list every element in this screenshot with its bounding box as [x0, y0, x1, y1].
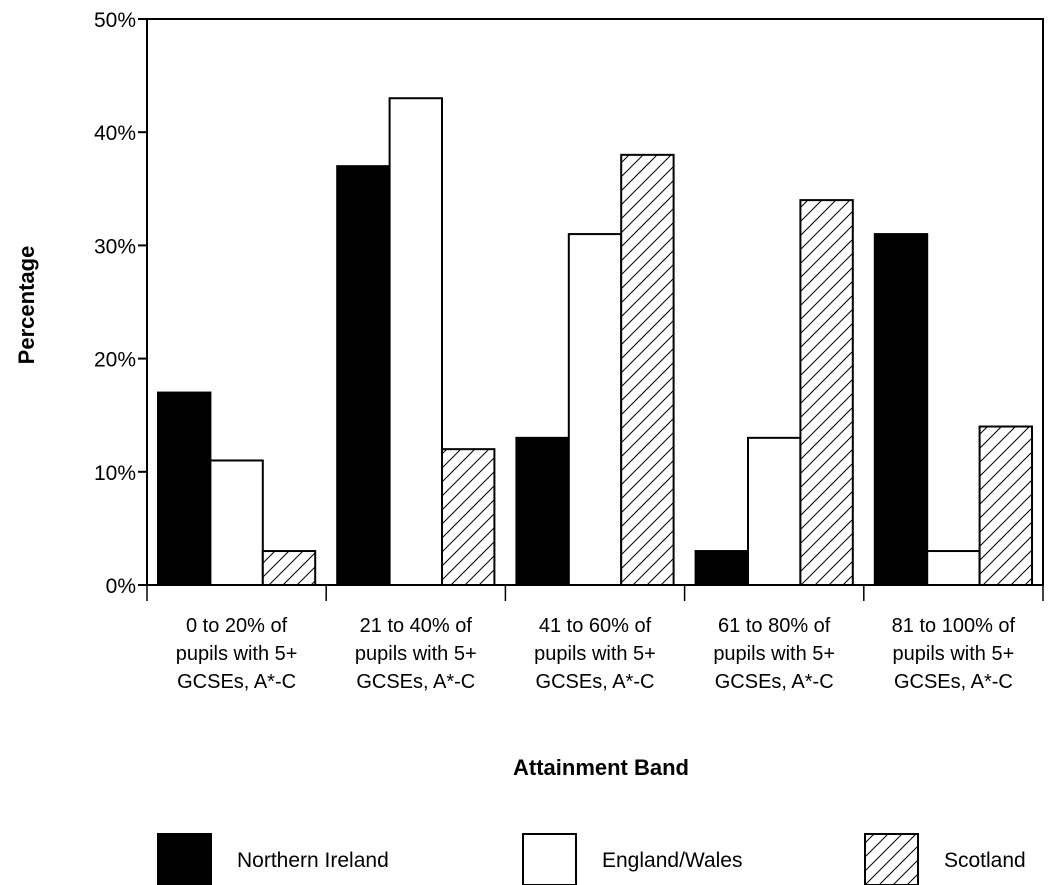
- bar-northern-ireland: [694, 550, 749, 586]
- y-tick-label: 0%: [106, 575, 136, 598]
- x-tick-label: 21 to 40% of pupils with 5+ GCSEs, A*-C: [355, 615, 477, 693]
- legend-item: Scotland: [864, 833, 1026, 885]
- x-tick-label: 41 to 60% of pupils with 5+ GCSEs, A*-C: [534, 615, 656, 693]
- legend-label: Scotland: [944, 849, 1026, 872]
- legend: Northern Ireland England/Wales Scotland: [157, 833, 1026, 885]
- bar-scotland: [620, 153, 675, 586]
- legend-item: England/Wales: [522, 833, 742, 885]
- legend-swatch: [864, 833, 919, 885]
- bar-scotland: [261, 550, 317, 586]
- bars: [157, 97, 1033, 587]
- y-axis-title: Percentage: [14, 246, 39, 365]
- bar-england-wales: [747, 436, 802, 586]
- y-tick-label: 30%: [94, 235, 136, 258]
- legend-label: England/Wales: [602, 849, 742, 872]
- bar-england-wales: [388, 97, 444, 587]
- y-tick-label: 40%: [94, 122, 136, 145]
- bar-england-wales: [926, 550, 981, 586]
- y-axis: 0% 10% 20% 30% 40% 50%: [94, 9, 147, 598]
- bar-northern-ireland: [515, 436, 570, 586]
- legend-swatch: [522, 833, 577, 885]
- x-tick-label: 61 to 80% of pupils with 5+ GCSEs, A*-C: [713, 615, 835, 693]
- legend-item: Northern Ireland: [157, 833, 389, 885]
- bar-england-wales: [567, 233, 623, 587]
- bar-scotland: [441, 448, 496, 586]
- y-tick-label: 10%: [94, 462, 136, 485]
- bar-scotland: [799, 199, 854, 586]
- bar-northern-ireland: [157, 391, 212, 586]
- bar-northern-ireland: [336, 165, 391, 586]
- bar-scotland: [978, 425, 1033, 586]
- bar-northern-ireland: [873, 233, 929, 587]
- y-tick-label: 20%: [94, 349, 136, 372]
- legend-label: Northern Ireland: [237, 849, 389, 872]
- x-tick-label: 0 to 20% of pupils with 5+ GCSEs, A*-C: [176, 615, 298, 693]
- x-axis-title: Attainment Band: [513, 755, 689, 780]
- x-tick-label: 81 to 100% of pupils with 5+ GCSEs, A*-C: [892, 615, 1016, 693]
- x-axis: 0 to 20% of pupils with 5+ GCSEs, A*-C 21 t…: [146, 585, 1044, 693]
- legend-swatch: [157, 833, 212, 885]
- y-tick-label: 50%: [94, 9, 136, 32]
- bar-england-wales: [209, 459, 264, 587]
